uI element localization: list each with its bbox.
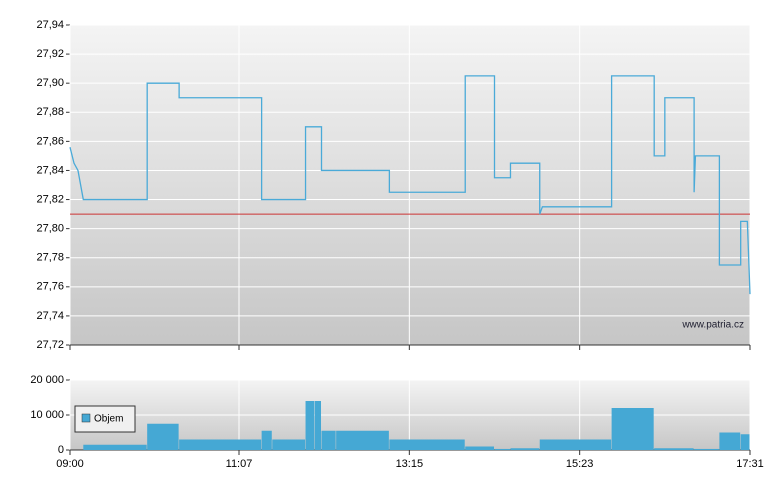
y-tick-label: 27,94 — [36, 19, 64, 31]
y-tick-label: 27,76 — [36, 281, 64, 293]
volume-bar — [510, 448, 540, 450]
y-tick-label: 10 000 — [30, 409, 64, 421]
volume-bar — [465, 446, 495, 450]
y-tick-label: 27,78 — [36, 252, 64, 264]
y-tick-label: 27,84 — [36, 164, 64, 176]
x-tick-label: 11:07 — [226, 458, 253, 470]
volume-bar — [719, 432, 741, 450]
y-tick-label: 27,90 — [36, 77, 64, 89]
x-tick-label: 15:23 — [566, 458, 594, 470]
y-tick-label: 0 — [58, 444, 64, 456]
volume-bar — [611, 408, 654, 450]
price-line — [69, 75, 751, 295]
legend-label: Objem — [94, 414, 123, 425]
y-tick-label: 27,72 — [36, 339, 64, 351]
x-tick-label: 17:31 — [736, 458, 764, 470]
volume-bar — [83, 444, 147, 450]
volume-bar — [314, 401, 322, 450]
y-tick-label: 27,82 — [36, 193, 64, 205]
y-tick-label: 20 000 — [30, 374, 64, 386]
volume-bar — [740, 434, 750, 450]
volume-bar — [321, 430, 336, 450]
volume-bar — [654, 448, 694, 450]
legend-swatch — [81, 413, 91, 423]
y-tick-label: 27,74 — [36, 310, 64, 322]
volume-bar — [539, 439, 612, 450]
volume-bar — [494, 448, 510, 450]
volume-bar — [261, 430, 272, 450]
volume-bar — [389, 439, 465, 450]
legend: Objem — [74, 405, 136, 433]
plot-background — [70, 25, 750, 345]
x-tick-label: 09:00 — [56, 458, 84, 470]
y-tick-label: 27,88 — [36, 106, 64, 118]
x-tick-label: 13:15 — [396, 458, 424, 470]
y-tick-label: 27,92 — [36, 48, 64, 60]
volume-bar — [305, 401, 315, 450]
volume-bar — [336, 430, 389, 450]
volume-bar — [179, 439, 262, 450]
y-tick-label: 27,86 — [36, 135, 64, 147]
volume-bar — [694, 448, 719, 450]
volume-bar — [147, 423, 179, 450]
watermark: www.patria.cz — [681, 320, 744, 331]
volume-bar — [272, 439, 306, 450]
y-tick-label: 27,80 — [36, 223, 64, 235]
